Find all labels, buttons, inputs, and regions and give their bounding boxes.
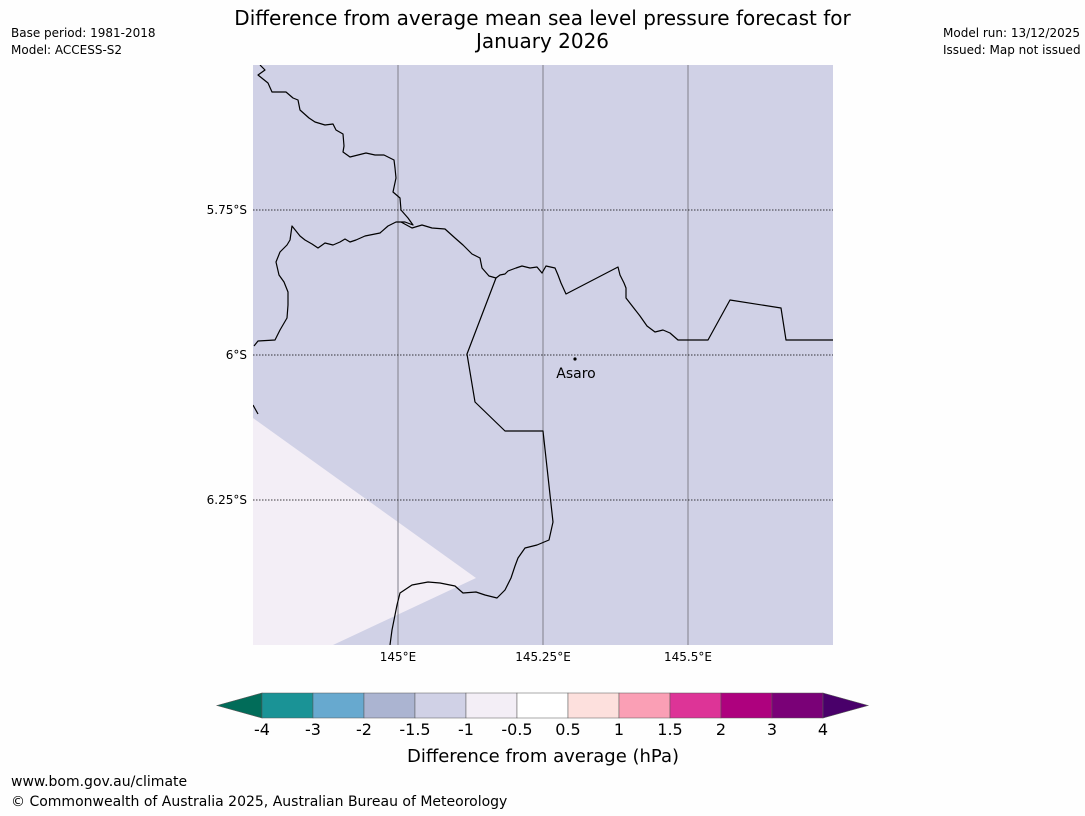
boundary-southern-province [389, 277, 554, 645]
title-line-1: Difference from average mean sea level p… [234, 6, 851, 30]
legend-tick-label: -1.5 [399, 720, 430, 739]
longitude-labels: 145°E 145.25°E 145.5°E [380, 650, 712, 664]
lat-label-5-75s: 5.75°S [207, 203, 247, 217]
legend-swatches [261, 692, 824, 719]
legend-swatch [567, 692, 620, 719]
legend-extend-high [822, 692, 870, 719]
legend-swatch [261, 692, 314, 719]
boundary-north [253, 65, 414, 347]
legend-tick-labels: -4 -3 -2 -1.5 -1 -0.5 0.5 1 1.5 2 3 4 [254, 720, 828, 739]
legend-swatch [720, 692, 773, 719]
legend-swatch [669, 692, 722, 719]
lon-label-145-25e: 145.25°E [515, 650, 571, 664]
boundary-ridge [400, 221, 833, 341]
legend-tick-label: 0.5 [555, 720, 580, 739]
map-title: Difference from average mean sea level p… [0, 7, 1085, 53]
latitude-gridlines [253, 209, 833, 501]
legend-tick-label: -0.5 [501, 720, 532, 739]
title-line-2: January 2026 [475, 29, 610, 53]
pressure-anomaly-lower-left-region [253, 418, 476, 645]
legend-tick-label: -4 [254, 720, 270, 739]
legend-swatch [312, 692, 365, 719]
legend-swatch [771, 692, 824, 719]
lon-label-145-5e: 145.5°E [664, 650, 712, 664]
place-marker [573, 357, 577, 361]
footer-copyright: © Commonwealth of Australia 2025, Austra… [11, 794, 508, 810]
issued-label: Issued: Map not issued [943, 43, 1081, 57]
legend-swatch [414, 692, 467, 719]
legend-tick-label: 1.5 [657, 720, 682, 739]
boundary-lines [253, 65, 833, 645]
legend-colorbar: -4 -3 -2 -1.5 -1 -0.5 0.5 1 1.5 2 3 4 Difference fr… [215, 692, 870, 767]
legend-tick-label: -3 [305, 720, 321, 739]
latitude-labels: 5.75°S 6°S 6.25°S [207, 203, 247, 507]
lat-label-6-25s: 6.25°S [207, 493, 247, 507]
legend-tick-label: -2 [356, 720, 372, 739]
legend-tick-label: -1 [458, 720, 474, 739]
legend-tick-label: 4 [818, 720, 828, 739]
legend-tick-label: 2 [716, 720, 726, 739]
model-label: Model: ACCESS-S2 [11, 43, 123, 57]
boundary-west-edge [253, 404, 259, 415]
footer-url[interactable]: www.bom.gov.au/climate [11, 774, 188, 790]
legend-title: Difference from average (hPa) [407, 746, 679, 767]
model-run-label: Model run: 13/12/2025 [943, 26, 1081, 40]
legend-swatch [465, 692, 518, 719]
legend-tick-label: 3 [767, 720, 777, 739]
base-period-label: Base period: 1981-2018 [11, 26, 156, 40]
legend-tick-label: 1 [614, 720, 624, 739]
legend-extend-low [215, 692, 263, 719]
map-panel[interactable]: Asaro [253, 65, 833, 645]
legend-swatch [363, 692, 416, 719]
legend-swatch [618, 692, 671, 719]
legend-swatch [516, 692, 569, 719]
lat-label-6s: 6°S [226, 348, 247, 362]
lon-label-145e: 145°E [380, 650, 417, 664]
place-asaro[interactable]: Asaro [556, 357, 596, 382]
place-name-label: Asaro [556, 366, 595, 382]
